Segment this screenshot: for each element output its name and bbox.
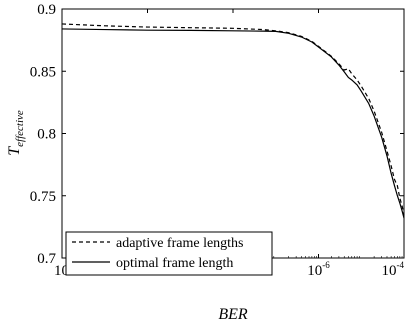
legend-box [65,231,273,276]
y-axis-label: Teffective [6,110,26,156]
series-line-adaptive [61,23,405,215]
series-layer [61,23,405,219]
x-tick-label: 10-6 [307,260,330,279]
legend-label-optimal: optimal frame length [116,256,233,271]
y-tick-label: 0.7 [37,251,56,267]
legend: adaptive frame lengths optimal frame len… [65,231,273,276]
y-tick-label: 0.9 [37,2,56,18]
y-tick-label: 0.8 [37,127,56,143]
x-axis-label: BER [218,306,248,323]
legend-label-adaptive: adaptive frame lengths [116,236,244,251]
series-line-optimal [61,28,405,219]
y-tick-label: 0.85 [30,64,56,80]
plot-area [61,8,405,259]
y-tick-label: 0.75 [30,189,56,205]
x-tick-label: 10-4 [382,260,405,279]
